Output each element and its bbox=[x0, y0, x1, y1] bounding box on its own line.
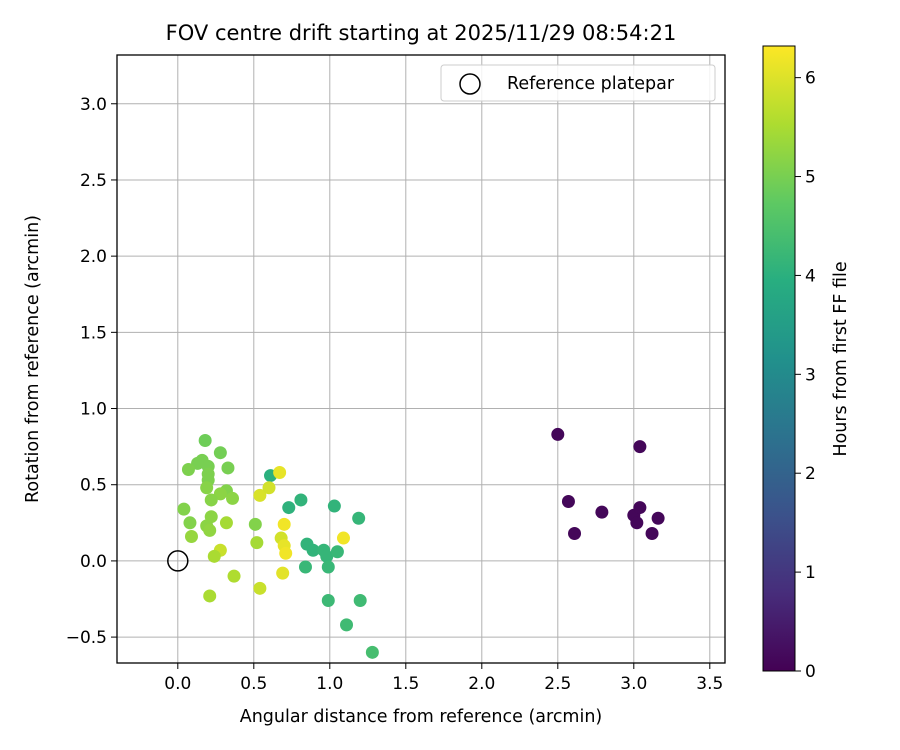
colorbar-tick-label: 1 bbox=[805, 563, 816, 583]
colorbar-label: Hours from first FF file bbox=[831, 261, 851, 456]
data-point bbox=[248, 517, 262, 531]
data-point bbox=[219, 516, 233, 530]
x-tick-label: 0.5 bbox=[240, 674, 267, 694]
data-point bbox=[306, 543, 320, 557]
x-tick-label: 0.0 bbox=[164, 674, 191, 694]
x-tick-label: 2.0 bbox=[468, 674, 495, 694]
data-point bbox=[253, 488, 267, 502]
y-tick-label: 1.0 bbox=[80, 400, 107, 420]
data-point bbox=[282, 501, 296, 515]
colorbar-tick-label: 2 bbox=[805, 464, 816, 484]
data-point bbox=[561, 494, 575, 508]
data-point bbox=[279, 546, 293, 560]
x-tick-label: 3.5 bbox=[696, 674, 723, 694]
colorbar-ticks: 0 1 2 3 4 5 6 bbox=[795, 69, 816, 682]
y-tick-label: 0.5 bbox=[80, 476, 107, 496]
data-point bbox=[336, 531, 350, 545]
x-axis-ticks: 0.0 0.5 1.0 1.5 2.0 2.5 3.0 3.5 bbox=[164, 663, 723, 694]
data-point bbox=[253, 581, 267, 595]
data-point bbox=[273, 466, 287, 480]
colorbar-tick-label: 0 bbox=[805, 662, 816, 682]
grid-lines bbox=[117, 55, 725, 663]
data-point bbox=[204, 493, 218, 507]
data-point bbox=[262, 481, 276, 495]
legend-reference-marker bbox=[459, 73, 481, 95]
data-point bbox=[226, 491, 240, 505]
data-point bbox=[276, 566, 290, 580]
data-point bbox=[200, 481, 214, 495]
data-point bbox=[183, 516, 197, 530]
data-point bbox=[551, 427, 565, 441]
data-point bbox=[352, 511, 366, 525]
chart-title: FOV centre drift starting at 2025/11/29 … bbox=[166, 21, 677, 45]
y-axis-ticks: −0.5 0.0 0.5 1.0 1.5 2.0 2.5 3.0 bbox=[66, 95, 117, 648]
legend-box bbox=[440, 64, 716, 102]
colorbar-tick-label: 5 bbox=[805, 168, 816, 188]
colorbar-tick-label: 3 bbox=[805, 365, 816, 385]
data-points bbox=[177, 427, 665, 659]
data-point bbox=[181, 462, 195, 476]
data-point bbox=[184, 530, 198, 544]
data-point bbox=[651, 511, 665, 525]
y-tick-label: 2.5 bbox=[80, 171, 107, 191]
y-tick-label: 0.0 bbox=[80, 552, 107, 572]
colorbar-tick-label: 4 bbox=[805, 266, 816, 286]
data-point bbox=[320, 549, 334, 563]
data-point bbox=[294, 493, 308, 507]
data-point bbox=[645, 526, 659, 540]
data-point bbox=[207, 549, 221, 563]
data-point bbox=[213, 487, 227, 501]
colorbar-tick-label: 6 bbox=[805, 69, 816, 89]
x-tick-label: 3.0 bbox=[620, 674, 647, 694]
data-point bbox=[227, 569, 241, 583]
data-point bbox=[327, 499, 341, 513]
y-tick-label: 1.5 bbox=[80, 323, 107, 343]
data-point bbox=[321, 594, 335, 608]
data-point bbox=[321, 560, 335, 574]
data-point bbox=[213, 446, 227, 460]
data-point bbox=[595, 505, 609, 519]
data-point bbox=[191, 456, 205, 470]
data-point bbox=[203, 523, 217, 537]
y-tick-label: −0.5 bbox=[66, 628, 107, 648]
y-tick-label: 2.0 bbox=[80, 247, 107, 267]
data-point bbox=[630, 516, 644, 530]
x-tick-label: 2.5 bbox=[544, 674, 571, 694]
y-tick-label: 3.0 bbox=[80, 95, 107, 115]
data-point bbox=[633, 501, 647, 515]
data-point bbox=[203, 589, 217, 603]
data-point bbox=[277, 517, 291, 531]
colorbar: 0 1 2 3 4 5 6 Hours from first FF file bbox=[762, 45, 851, 682]
legend: Reference platepar bbox=[440, 64, 716, 102]
y-axis-label: Rotation from reference (arcmin) bbox=[23, 215, 43, 503]
data-point bbox=[177, 502, 191, 516]
x-tick-label: 1.0 bbox=[316, 674, 343, 694]
data-point bbox=[330, 545, 344, 559]
data-point bbox=[221, 461, 235, 475]
x-axis-label: Angular distance from reference (arcmin) bbox=[240, 707, 603, 727]
data-point bbox=[568, 526, 582, 540]
x-tick-label: 1.5 bbox=[392, 674, 419, 694]
plot-frame bbox=[116, 54, 726, 664]
data-point bbox=[633, 440, 647, 454]
data-point bbox=[353, 594, 367, 608]
data-point bbox=[365, 645, 379, 659]
reference-platepar-marker bbox=[167, 550, 189, 572]
data-point bbox=[298, 560, 312, 574]
data-point bbox=[340, 618, 354, 632]
colorbar-gradient bbox=[762, 45, 796, 672]
legend-label: Reference platepar bbox=[507, 74, 675, 94]
data-point bbox=[198, 434, 212, 448]
data-point bbox=[250, 536, 264, 550]
